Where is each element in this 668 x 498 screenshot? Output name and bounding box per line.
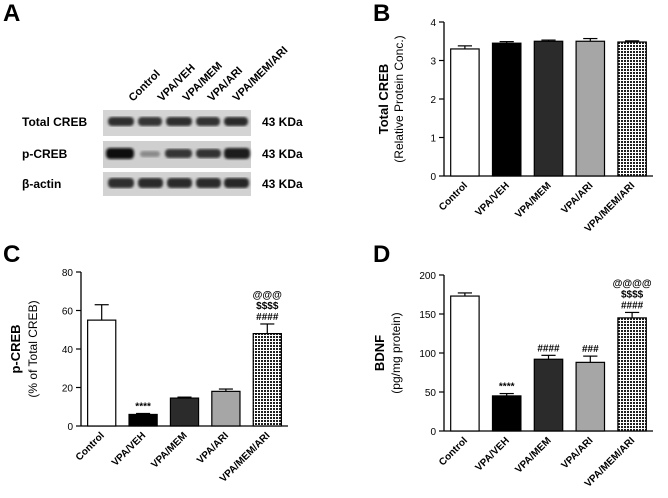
bar-vpa-veh	[491, 42, 522, 177]
panel-d-letter: D	[373, 241, 391, 268]
blot-strip-total-creb	[103, 110, 251, 136]
row-label-total-creb: Total CREB	[22, 115, 87, 129]
y-tick-label: 0	[430, 172, 436, 183]
y-tick-label: 100	[419, 349, 436, 360]
y-tick-label: 3	[430, 57, 436, 68]
bar-vpa-veh	[491, 395, 522, 432]
row-size-beta-actin: 43 KDa	[262, 177, 303, 191]
x-tick-label: Control	[437, 180, 470, 213]
significance-mark: ###	[582, 344, 599, 355]
row-label-p-creb: p-CREB	[22, 147, 68, 161]
x-tick-label: VPA/ARI	[559, 435, 595, 471]
y-tick-label: 200	[419, 271, 436, 282]
y-axis-subtitle: (pg/mg protein)	[389, 312, 403, 393]
bar-vpa-ari	[575, 361, 606, 432]
significance-mark: ####	[256, 312, 279, 323]
y-tick-label: 20	[62, 384, 74, 395]
chart-c: 0 20 40 60 80 p-CREB (% of Total CREB) Control *…	[8, 268, 288, 485]
bar-vpa-mem	[533, 358, 564, 432]
significance-mark: ####	[621, 300, 644, 311]
significance-mark: ****	[135, 401, 151, 412]
significance-mark: ####	[537, 343, 560, 354]
bar-vpa-mem	[169, 397, 200, 427]
y-axis-subtitle: (% of Total CREB)	[26, 300, 40, 397]
y-axis-title: Total CREB	[376, 64, 391, 135]
bar-vpa-ari	[575, 40, 606, 177]
x-tick-label: VPA/VEH	[474, 180, 512, 218]
blot-strip-beta-actin	[103, 172, 251, 196]
x-tick-label: Control	[437, 435, 470, 468]
y-tick-label: 80	[62, 268, 74, 279]
chart-b: 0 1 2 3 4 Total CREB (Relative Protein Conc.) C…	[376, 18, 653, 235]
y-tick-label: 2	[430, 95, 436, 106]
bar-vpa-mem-ari	[617, 41, 647, 177]
significance-mark: @@@	[253, 290, 283, 301]
blot-strip-p-creb	[103, 141, 251, 168]
y-tick-label: 40	[62, 345, 74, 356]
significance-mark: ****	[499, 382, 515, 393]
x-tick-label: VPA/ARI	[195, 430, 231, 466]
y-axis-subtitle: (Relative Protein Conc.)	[392, 35, 406, 162]
bar-vpa-mem	[533, 40, 564, 177]
x-tick-label: VPA/ARI	[559, 180, 595, 216]
y-axis-title: p-CREB	[8, 324, 23, 373]
bar-vpa-ari	[211, 390, 241, 427]
x-tick-label: VPA/MEM	[513, 180, 553, 220]
y-axis-title: BDNF	[372, 335, 387, 371]
significance-mark: $$$$	[621, 289, 644, 300]
chart-d: 0 50 100 150 200 BDNF (pg/mg protein) Control **…	[372, 271, 653, 490]
significance-mark: @@@@	[613, 278, 652, 289]
row-label-beta-actin: β-actin	[22, 177, 61, 191]
y-tick-label: 0	[430, 427, 436, 438]
y-tick-label: 1	[430, 134, 436, 145]
bar-control	[450, 295, 480, 432]
y-tick-label: 60	[62, 307, 74, 318]
bar-vpa-veh	[128, 413, 158, 427]
western-blot-panel: Control VPA/VEH VPA/MEM VPA/ARI VPA/MEM/…	[22, 44, 303, 196]
row-size-p-creb: 43 KDa	[262, 147, 303, 161]
x-tick-label: VPA/VEH	[110, 430, 148, 468]
y-tick-label: 0	[67, 422, 73, 433]
row-size-total-creb: 43 KDa	[262, 115, 303, 129]
bar-vpa-mem-ari	[252, 333, 282, 427]
y-tick-label: 150	[419, 310, 436, 321]
bar-control	[450, 48, 480, 177]
x-tick-label: VPA/MEM	[149, 430, 189, 470]
y-tick-label: 4	[430, 18, 436, 29]
panel-a-letter: A	[3, 0, 21, 27]
bar-vpa-mem-ari	[617, 317, 647, 432]
bar-control	[87, 319, 117, 427]
significance-mark: $$$$	[256, 301, 279, 312]
panel-b-letter: B	[373, 0, 391, 27]
x-tick-label: VPA/MEM	[513, 435, 553, 475]
x-tick-label: Control	[74, 430, 107, 463]
y-tick-label: 50	[425, 388, 437, 399]
panel-c-letter: C	[3, 241, 21, 268]
x-tick-label: VPA/VEH	[474, 435, 512, 473]
